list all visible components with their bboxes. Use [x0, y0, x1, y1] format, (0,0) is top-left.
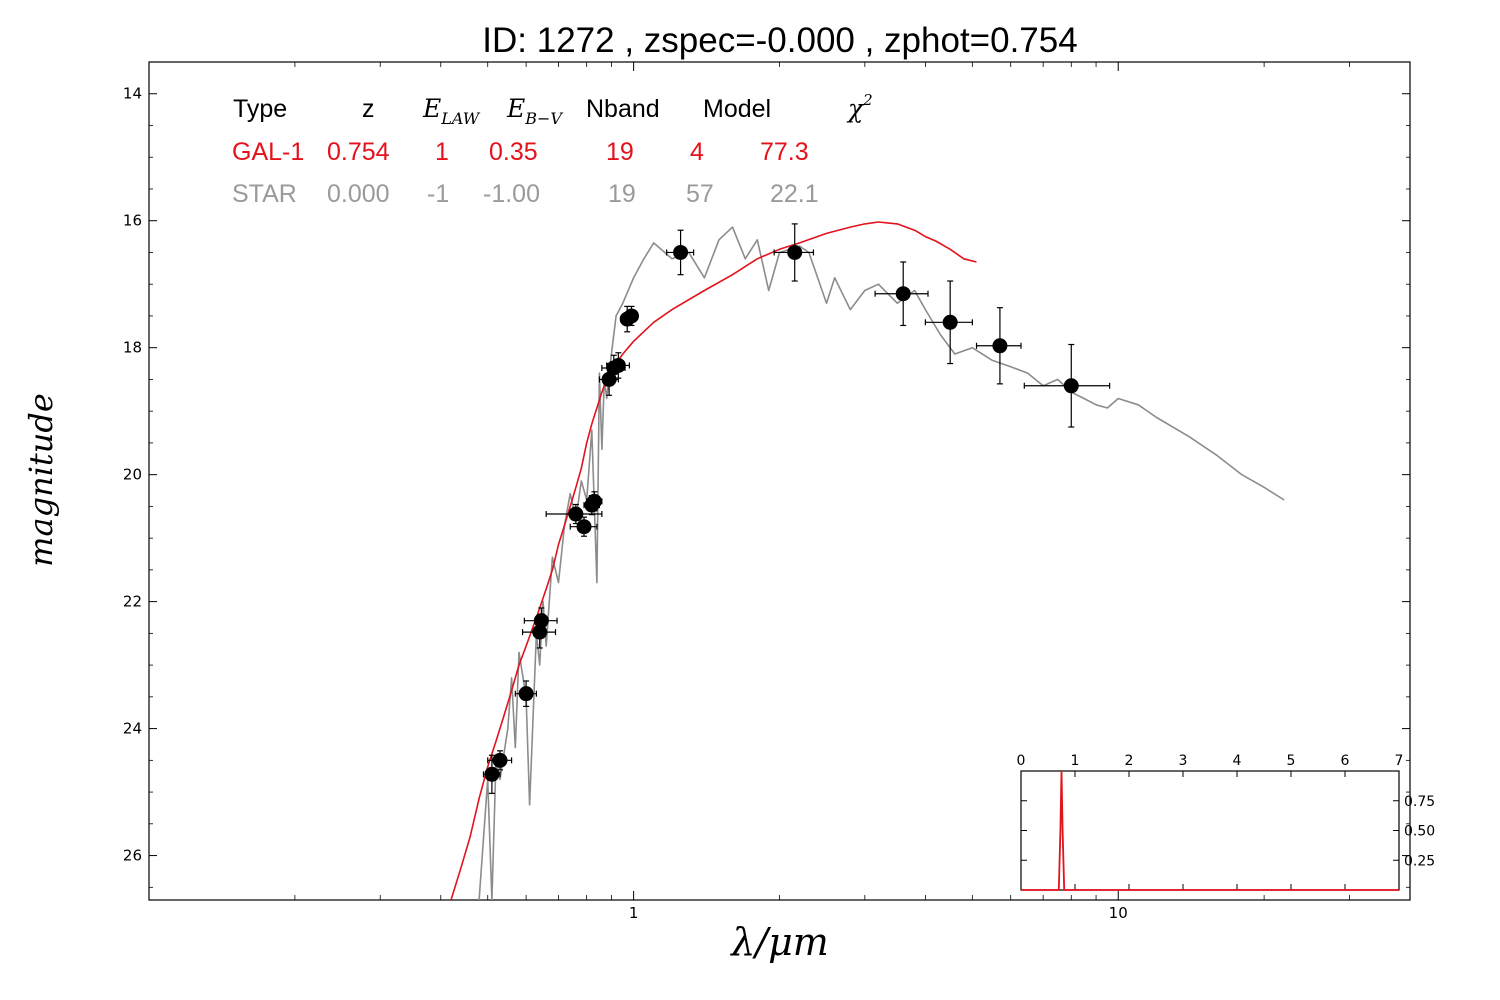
- gal-row-type: GAL-1: [232, 138, 304, 166]
- header-elaw: ELAW: [422, 94, 481, 128]
- gal-row-ebv: 0.35: [489, 138, 538, 166]
- y-tick-label: 26: [123, 847, 142, 865]
- star-row-type: STAR: [232, 180, 297, 208]
- header-ebv: EB−V: [506, 94, 563, 128]
- x-tick-label: 1: [629, 904, 639, 922]
- header-model: Model: [703, 95, 771, 123]
- gal-row-model: 4: [690, 138, 704, 166]
- photometry-point: [992, 338, 1008, 354]
- header-z: z: [362, 95, 375, 123]
- y-tick-label: 16: [123, 212, 142, 230]
- photometry-points-group: [482, 223, 1111, 794]
- header-type: Type: [233, 95, 287, 123]
- photometry-point: [942, 314, 958, 330]
- y-tick-label: 24: [123, 720, 142, 738]
- star-row-nband: 19: [608, 180, 636, 208]
- star-row-model: 57: [686, 180, 714, 208]
- photometry-point: [787, 244, 803, 260]
- inset-x-tick-label: 5: [1287, 753, 1296, 769]
- y-tick-label: 14: [123, 85, 142, 103]
- inset-x-tick-label: 4: [1233, 753, 1242, 769]
- photometry-point: [568, 506, 584, 522]
- photometry-point: [576, 519, 592, 535]
- photometry-point: [610, 357, 626, 373]
- photometry-point: [1063, 378, 1079, 394]
- photometry-point: [484, 766, 500, 782]
- gal-row-z: 0.754: [327, 138, 390, 166]
- star-model-line: [478, 226, 1285, 900]
- photometry-point: [586, 493, 602, 509]
- inset-x-tick-label: 0: [1017, 753, 1026, 769]
- inset-x-tick-label: 6: [1341, 753, 1350, 769]
- y-tick-label: 20: [123, 466, 142, 484]
- inset-x-tick-label: 3: [1179, 753, 1188, 769]
- photometry-point: [492, 752, 508, 768]
- gal-row-elaw: 1: [435, 138, 449, 166]
- inset-y-tick-label: 0.25: [1404, 853, 1435, 869]
- gal-row-chi2: 77.3: [760, 138, 809, 166]
- photometry-point: [532, 624, 548, 640]
- inset-x-tick-label: 1: [1071, 753, 1080, 769]
- photometry-point: [895, 286, 911, 302]
- figure-title: ID: 1272 , zspec=-0.000 , zphot=0.754: [482, 21, 1077, 60]
- gal-row-nband: 19: [606, 138, 634, 166]
- y-tick-label: 22: [123, 593, 142, 611]
- photometry-point: [601, 371, 617, 387]
- fit-summary-table: Type z ELAW EB−V Nband Model χ2 GAL-1 0.…: [232, 91, 873, 208]
- star-row-elaw: -1: [427, 180, 449, 208]
- pdz-curve: [1021, 770, 1399, 891]
- header-nband: Nband: [586, 95, 660, 123]
- photometry-point: [533, 613, 549, 629]
- inset-axis-ticks: 0 1 2 3 4 5 6 7 0.25 0.50 0.75: [1017, 753, 1435, 890]
- galaxy-model-line: [450, 221, 977, 900]
- photometry-point: [673, 244, 689, 260]
- y-tick-label: 18: [123, 339, 142, 357]
- inset-x-tick-label: 2: [1125, 753, 1134, 769]
- main-series-group: [450, 221, 1285, 900]
- inset-y-tick-label: 0.50: [1404, 824, 1435, 840]
- header-chi2: χ2: [846, 91, 873, 123]
- x-tick-label: 10: [1109, 904, 1128, 922]
- star-row-z: 0.000: [327, 180, 390, 208]
- y-axis-label: magnitude: [22, 393, 60, 567]
- photometry-point: [518, 686, 534, 702]
- inset-x-tick-label: 7: [1395, 753, 1404, 769]
- photometry-point: [624, 308, 640, 324]
- inset-plot-area: [1020, 770, 1400, 891]
- star-row-ebv: -1.00: [483, 180, 540, 208]
- x-axis-label: λ/μm: [729, 920, 829, 964]
- inset-y-tick-label: 0.75: [1404, 794, 1435, 810]
- inset-series-group: [1021, 770, 1399, 891]
- star-row-chi2: 22.1: [770, 180, 819, 208]
